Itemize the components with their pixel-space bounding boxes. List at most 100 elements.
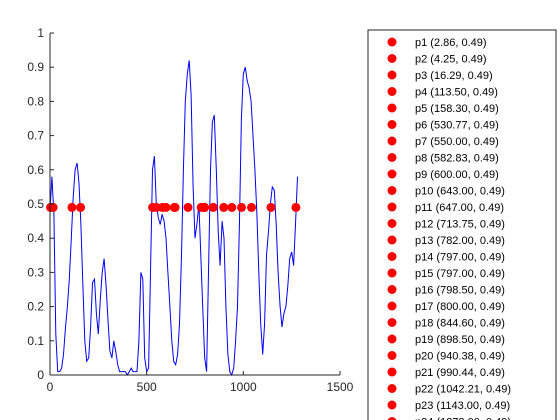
legend-entry: p23 (1143.00, 0.49) [387, 400, 510, 412]
data-point-p9 [161, 202, 171, 212]
legend-entry: p6 (530.77, 0.49) [387, 120, 499, 132]
legend-marker [387, 120, 397, 129]
x-tick-label: 1500 [327, 380, 354, 394]
legend-label: p8 (582.83, 0.49) [415, 153, 499, 165]
legend-entry: p12 (713.75, 0.49) [387, 219, 505, 231]
legend-marker [387, 87, 397, 96]
data-point-p17 [200, 202, 210, 212]
legend-marker [387, 384, 397, 393]
data-point-p24 [291, 202, 301, 212]
plot-area [46, 60, 301, 377]
legend-label: p12 (713.75, 0.49) [415, 219, 505, 231]
legend-entry: p14 (797.00, 0.49) [387, 252, 505, 264]
y-tick-label: 0.6 [27, 163, 44, 177]
legend-entry: p24 (1272.00, 0.49) [387, 417, 511, 420]
legend-label: p22 (1042.21, 0.49) [415, 384, 511, 396]
legend-marker [387, 252, 397, 261]
legend-marker [387, 54, 397, 63]
y-tick-label: 0.8 [27, 94, 44, 108]
data-point-p12 [183, 202, 193, 212]
legend-marker [387, 334, 397, 344]
y-tick-label: 0.4 [27, 231, 44, 245]
legend-label: p19 (898.50, 0.49) [415, 334, 505, 346]
legend-marker [387, 351, 397, 360]
legend-entry: p7 (550.00, 0.49) [387, 136, 499, 148]
data-point-p21 [236, 202, 246, 212]
legend-entry: p20 (940.38, 0.49) [387, 351, 505, 363]
legend-label: p4 (113.50, 0.49) [415, 87, 498, 99]
y-tick-label: 0.5 [27, 197, 44, 211]
legend-marker [387, 235, 397, 245]
legend-label: p23 (1143.00, 0.49) [415, 400, 510, 412]
legend-entry: p16 (798.50, 0.49) [387, 285, 505, 297]
legend-label: p5 (158.30, 0.49) [415, 103, 499, 115]
legend-label: p10 (643.00, 0.49) [415, 186, 505, 198]
legend-items: p1 (2.86, 0.49) p2 (4.25, 0.49) p3 (16.29,… [387, 37, 511, 420]
legend-entry: p4 (113.50, 0.49) [387, 87, 498, 99]
legend-entry: p10 (643.00, 0.49) [387, 186, 505, 198]
y-tick-label: 0 [37, 368, 44, 382]
legend-marker [387, 153, 397, 162]
data-point-p18 [208, 202, 218, 212]
legend-label: p3 (16.29, 0.49) [415, 70, 493, 82]
legend-label: p7 (550.00, 0.49) [415, 136, 499, 148]
legend-marker [387, 400, 397, 410]
legend-entry: p17 (800.00, 0.49) [387, 301, 505, 313]
y-tick-label: 0.9 [27, 60, 44, 74]
data-point-p11 [170, 202, 180, 212]
legend-marker [387, 318, 397, 327]
legend-entry: p9 (600.00, 0.49) [387, 169, 499, 181]
y-tick-label: 1 [37, 26, 44, 40]
x-tick-label: 0 [47, 380, 54, 394]
legend-marker [387, 219, 397, 228]
legend-label: p15 (797.00, 0.49) [415, 268, 505, 280]
y-tick-label: 0.7 [27, 129, 44, 143]
legend-entry: p19 (898.50, 0.49) [387, 334, 505, 346]
data-point-p4 [67, 202, 77, 212]
y-tick-label: 0.2 [27, 300, 44, 314]
legend-marker [387, 103, 397, 113]
legend-entry: p1 (2.86, 0.49) [387, 37, 487, 49]
y-ticks: 0 0.1 0.2 0.3 0.4 0.5 0.6 0.7 0.8 0.9 1 [27, 26, 54, 382]
data-point-p7 [151, 202, 161, 212]
legend-marker [387, 70, 397, 80]
data-point-p19 [219, 202, 229, 212]
legend-marker [387, 285, 397, 294]
legend-marker [387, 202, 397, 212]
data-point-p22 [246, 202, 256, 212]
x-ticks: 0 500 1000 1500 [47, 371, 354, 394]
legend-entry: p15 (797.00, 0.49) [387, 268, 505, 280]
legend-label: p1 (2.86, 0.49) [415, 37, 487, 49]
legend-marker [387, 186, 397, 195]
data-point-p23 [266, 202, 276, 212]
legend: p1 (2.86, 0.49) p2 (4.25, 0.49) p3 (16.29,… [367, 29, 557, 420]
legend-label: p20 (940.38, 0.49) [415, 351, 505, 363]
legend-entry: p21 (990.44, 0.49) [387, 367, 505, 379]
legend-marker [387, 301, 397, 311]
x-tick-label: 1000 [230, 380, 257, 394]
points-layer [46, 202, 301, 212]
data-point-p20 [227, 202, 237, 212]
legend-entry: p13 (782.00, 0.49) [387, 235, 505, 247]
legend-marker [387, 417, 397, 420]
legend-marker [387, 268, 397, 278]
legend-entry: p2 (4.25, 0.49) [387, 54, 487, 66]
x-tick-label: 500 [137, 380, 157, 394]
legend-marker [387, 169, 397, 179]
data-point-p3 [48, 202, 58, 212]
legend-marker [387, 37, 397, 47]
legend-entry: p8 (582.83, 0.49) [387, 153, 499, 165]
legend-entry: p11 (647.00, 0.49) [387, 202, 504, 214]
legend-label: p21 (990.44, 0.49) [415, 367, 505, 379]
legend-label: p6 (530.77, 0.49) [415, 120, 499, 132]
legend-label: p16 (798.50, 0.49) [415, 285, 505, 297]
y-tick-label: 0.1 [27, 334, 44, 348]
legend-label: p18 (844.60, 0.49) [415, 318, 505, 330]
legend-label: p11 (647.00, 0.49) [415, 202, 504, 214]
legend-label: p24 (1272.00, 0.49) [415, 417, 511, 420]
legend-label: p2 (4.25, 0.49) [415, 54, 487, 66]
legend-marker [387, 367, 397, 377]
legend-label: p14 (797.00, 0.49) [415, 252, 505, 264]
legend-label: p13 (782.00, 0.49) [415, 235, 505, 247]
